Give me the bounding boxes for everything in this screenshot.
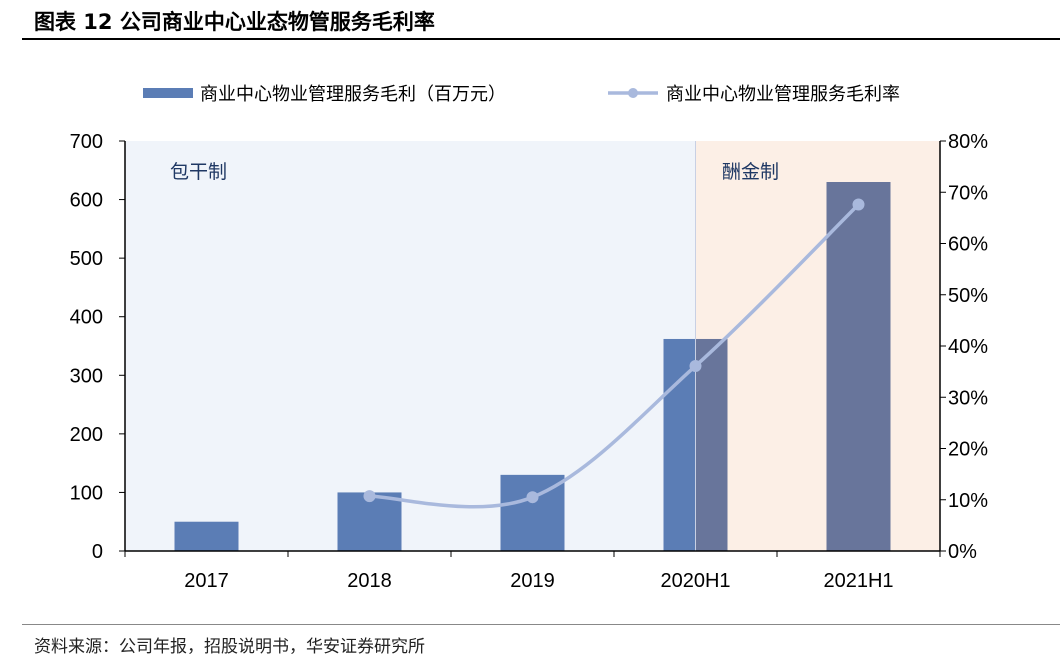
y-tick-label-left: 500: [70, 248, 103, 270]
line-point: [363, 490, 376, 503]
bar-2020H1-right-part: [695, 338, 728, 551]
y-tick-label-right: 0%: [948, 541, 977, 563]
legend-line-marker: [628, 88, 638, 98]
title-rule: [22, 38, 1060, 40]
y-tick-label-left: 600: [70, 190, 103, 212]
region-background-1: [695, 141, 940, 551]
bar-2017: [174, 521, 239, 551]
y-tick-label-right: 80%: [948, 131, 988, 153]
y-tick-label-right: 70%: [948, 182, 988, 204]
region-background-0: [125, 141, 696, 551]
figure-title: 图表 12 公司商业中心业态物管服务毛利率: [34, 10, 435, 34]
y-tick-label-left: 100: [70, 482, 103, 504]
y-tick-label-left: 300: [70, 365, 103, 387]
y-tick-label-left: 400: [70, 307, 103, 329]
line-point: [852, 198, 865, 211]
x-tick-label: 2020H1: [660, 570, 730, 592]
y-tick-label-left: 0: [92, 541, 103, 563]
x-tick-label: 2019: [510, 570, 555, 592]
region-label: 酬金制: [722, 161, 779, 183]
x-tick-label: 2018: [347, 570, 392, 592]
region-label: 包干制: [170, 161, 227, 183]
line-point: [526, 491, 539, 504]
legend-label: 商业中心物业管理服务毛利率: [666, 84, 900, 104]
bar-2021H1: [826, 182, 891, 551]
line-point: [689, 359, 702, 372]
y-tick-label-right: 30%: [948, 387, 988, 409]
x-tick-label: 2017: [184, 570, 229, 592]
y-tick-label-left: 700: [70, 131, 103, 153]
legend-label: 商业中心物业管理服务毛利（百万元）: [200, 84, 506, 104]
bar-2020H1: [663, 338, 696, 551]
line-series: [369, 203, 860, 509]
source-rule: [22, 624, 1060, 625]
y-tick-label-right: 40%: [948, 336, 988, 358]
y-tick-label-left: 200: [70, 424, 103, 446]
y-tick-label-right: 10%: [948, 490, 988, 512]
y-tick-label-right: 60%: [948, 234, 988, 256]
y-tick-label-right: 20%: [948, 439, 988, 461]
bar-2018: [337, 492, 402, 551]
source-note: 资料来源：公司年报，招股说明书，华安证券研究所: [34, 637, 425, 657]
x-tick-label: 2021H1: [823, 570, 893, 592]
legend-bar-swatch: [143, 88, 193, 98]
y-tick-label-right: 50%: [948, 285, 988, 307]
